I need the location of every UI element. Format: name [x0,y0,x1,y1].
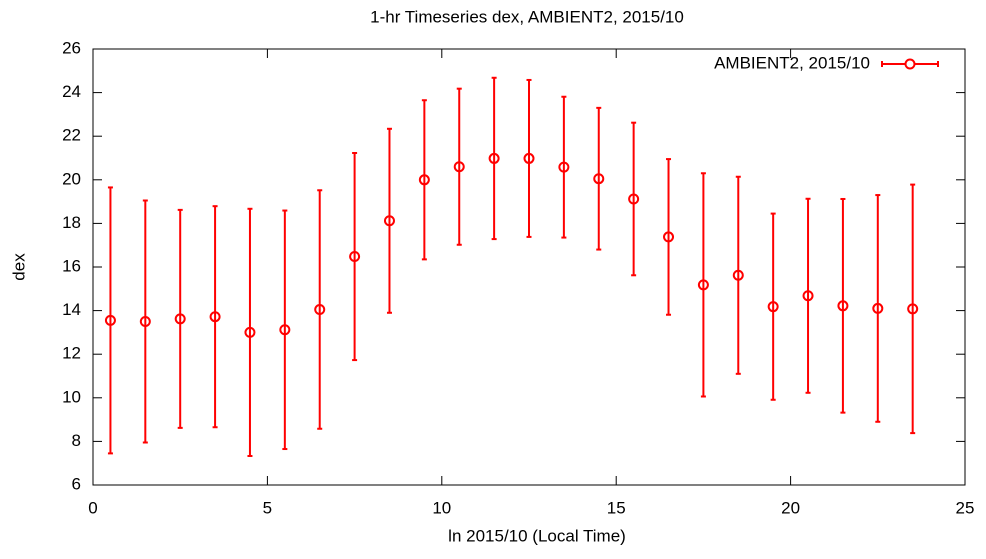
error-bar [107,186,113,455]
y-tick-label: 20 [62,169,81,188]
y-tick-label: 8 [72,431,81,450]
error-bar [735,175,741,375]
point [139,316,151,327]
error-bar [770,212,776,401]
point [732,269,744,281]
x-axis-label: ln 2015/10 (Local Time) [448,526,626,545]
error-bar [631,121,637,277]
x-tick-label: 0 [88,498,97,517]
point [488,152,500,164]
error-bar [142,199,148,444]
point [593,173,605,185]
point [663,231,675,243]
error-bar [875,194,881,423]
legend-marker [904,58,916,70]
error-bar [247,207,253,458]
point [697,279,709,291]
error-bar [421,99,427,261]
point [174,313,186,325]
y-tick-label: 16 [62,256,81,275]
y-tick-label: 14 [62,300,81,319]
chart-title: 1-hr Timeseries dex, AMBIENT2, 2015/10 [370,7,684,26]
error-bar [561,95,567,239]
y-tick-label: 6 [72,474,81,493]
y-tick-label: 26 [62,38,81,57]
y-tick-label: 22 [62,126,81,145]
error-bar [282,209,288,451]
point [523,152,535,164]
point [767,301,779,313]
x-tick-label: 10 [432,498,451,517]
error-bar [700,172,706,398]
error-bar [526,78,532,238]
error-bar [352,151,358,362]
point [558,161,570,173]
error-bar [491,76,497,241]
point [314,304,326,316]
y-tick-label: 10 [62,387,81,406]
y-tick-label: 24 [62,82,81,101]
error-bar [386,127,392,314]
error-bar [910,183,916,435]
error-bar [840,197,846,414]
error-bar [212,205,218,429]
error-bar [177,208,183,429]
y-axis-label: dex [9,253,28,281]
error-bar [805,197,811,394]
legend-label: AMBIENT2, 2015/10 [714,53,870,72]
point [628,193,640,205]
error-bar [666,158,672,316]
point [837,300,849,312]
x-tick-label: 5 [263,498,272,517]
point [907,303,919,315]
error-bar [596,106,602,251]
point [453,161,465,173]
y-tick-label: 12 [62,344,81,363]
x-tick-label: 15 [607,498,626,517]
x-tick-label: 20 [781,498,800,517]
error-bar [456,87,462,246]
point [383,215,395,227]
point [244,326,256,338]
point [279,324,291,336]
point [872,302,884,314]
point [418,174,430,186]
y-tick-label: 18 [62,213,81,232]
point [209,311,221,323]
point [104,314,116,326]
point [349,251,361,263]
point [802,290,814,302]
error-bar [317,189,323,430]
x-tick-label: 25 [956,498,975,517]
